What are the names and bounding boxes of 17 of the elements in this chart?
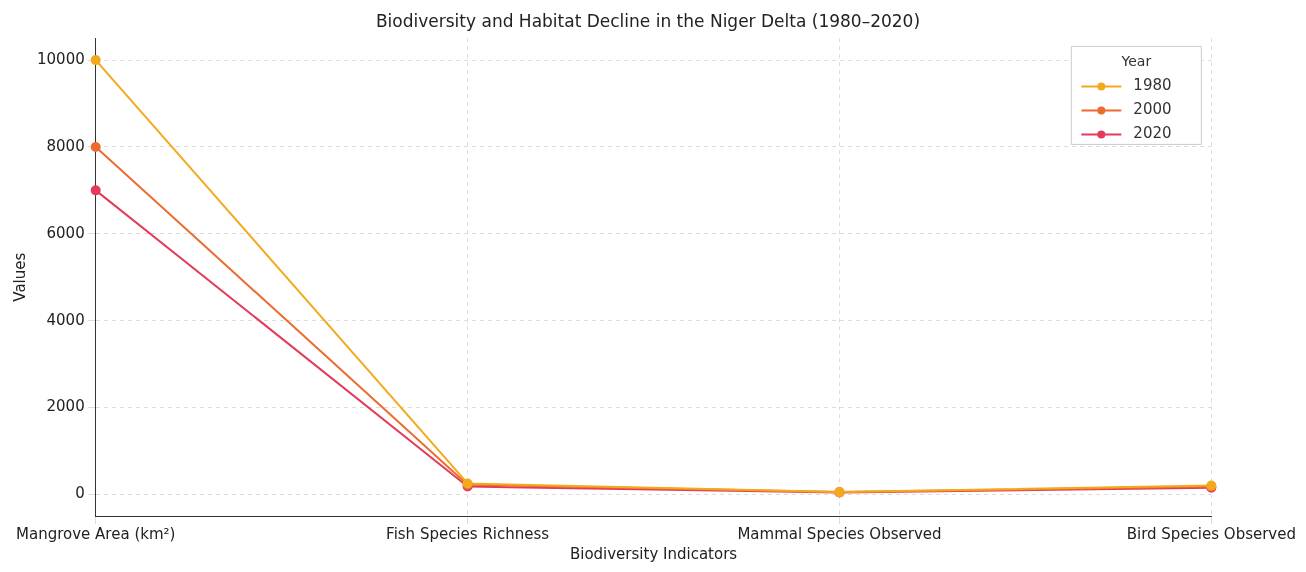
legend-label: 2000 xyxy=(1133,100,1172,119)
x-tick-label: Mangrove Area (km²) xyxy=(16,524,176,543)
legend-title: Year xyxy=(1120,53,1152,70)
chart-title: Biodiversity and Habitat Decline in the Niger Delta (1980–2020) xyxy=(375,10,921,31)
y-axis-title: Values xyxy=(10,252,29,302)
x-tick-label: Bird Species Observed xyxy=(1126,524,1297,543)
legend-label: 1980 xyxy=(1133,76,1172,95)
x-tick-label: Mammal Species Observed xyxy=(737,524,942,543)
y-tick-label: 6000 xyxy=(46,223,85,242)
legend-label: 2020 xyxy=(1133,124,1172,143)
y-tick-label: 0 xyxy=(75,484,85,503)
x-tick-label: Fish Species Richness xyxy=(386,524,550,543)
y-tick-label: 2000 xyxy=(46,397,85,416)
y-tick-label: 8000 xyxy=(46,136,85,155)
x-axis-title: Biodiversity Indicators xyxy=(569,544,738,563)
y-tick-label: 4000 xyxy=(46,310,85,329)
y-tick-label: 10000 xyxy=(37,50,85,68)
